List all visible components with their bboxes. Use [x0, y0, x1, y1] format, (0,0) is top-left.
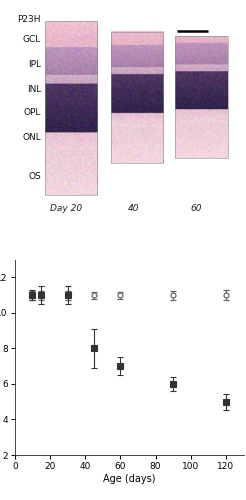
Text: INL: INL: [27, 85, 41, 94]
Text: OS: OS: [28, 172, 41, 181]
Text: ONL: ONL: [22, 132, 41, 141]
Text: Day 20: Day 20: [50, 204, 82, 213]
Text: 60: 60: [191, 204, 202, 213]
Bar: [45, 21, 97, 195]
Text: OPL: OPL: [24, 108, 41, 116]
Text: IPL: IPL: [28, 60, 41, 69]
Text: GCL: GCL: [23, 35, 41, 44]
Bar: [111, 32, 164, 163]
Text: P23H: P23H: [17, 16, 41, 24]
Text: 40: 40: [128, 204, 139, 213]
X-axis label: Age (days): Age (days): [103, 474, 155, 484]
Bar: [175, 36, 228, 158]
